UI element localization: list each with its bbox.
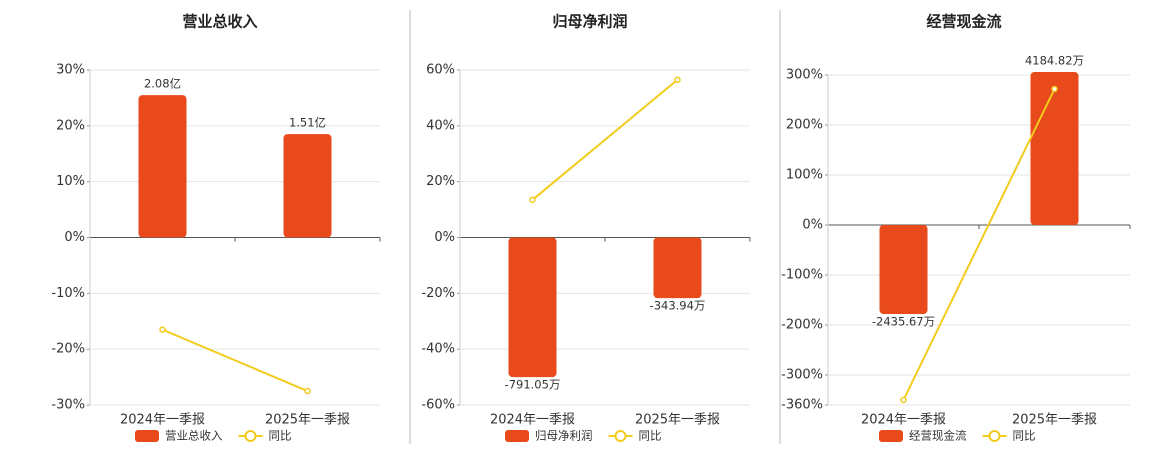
y-tick-label: 0% bbox=[434, 230, 455, 245]
y-tick-label: 20% bbox=[56, 118, 85, 133]
x-tick-label: 2024年一季报 bbox=[861, 413, 946, 428]
data-label: 1.51亿 bbox=[289, 116, 326, 130]
y-tick-label: -20% bbox=[421, 286, 455, 301]
line-point bbox=[529, 196, 536, 204]
data-label: -791.05万 bbox=[505, 378, 561, 392]
bar bbox=[138, 95, 187, 238]
y-tick-label: 30% bbox=[56, 63, 85, 78]
bar bbox=[1030, 72, 1079, 226]
y-tick-label: 0% bbox=[64, 230, 85, 245]
legend-swatch bbox=[614, 430, 627, 442]
chart-title: 归母净利润 bbox=[552, 13, 627, 31]
y-tick-label: -20% bbox=[51, 342, 85, 357]
legend-label: 同比 bbox=[269, 429, 292, 443]
y-tick-label: -60% bbox=[421, 398, 455, 413]
legend-label: 同比 bbox=[1013, 429, 1036, 443]
legend-swatch bbox=[135, 430, 159, 442]
y-tick-label: 0% bbox=[802, 218, 823, 233]
y-tick-label: -360% bbox=[781, 398, 823, 413]
y-tick-label: -30% bbox=[51, 398, 85, 413]
line bbox=[531, 79, 679, 201]
y-tick-label: 20% bbox=[426, 174, 455, 189]
line bbox=[162, 328, 308, 392]
legend-label: 经营现金流 bbox=[909, 429, 967, 443]
bar bbox=[653, 237, 702, 299]
chart-title: 营业总收入 bbox=[182, 13, 257, 31]
y-tick-label: 10% bbox=[56, 174, 85, 189]
legend-label: 营业总收入 bbox=[165, 429, 223, 443]
chart-title: 经营现金流 bbox=[926, 13, 1001, 31]
x-tick-label: 2024年一季报 bbox=[490, 413, 575, 428]
line-point bbox=[900, 396, 907, 404]
y-tick-label: -40% bbox=[421, 342, 455, 357]
legend-swatch bbox=[988, 430, 1001, 442]
y-tick-label: -300% bbox=[781, 368, 823, 383]
line-point bbox=[159, 326, 166, 333]
x-tick-label: 2025年一季报 bbox=[1012, 413, 1097, 428]
line-point bbox=[674, 76, 681, 84]
x-tick-label: 2024年一季报 bbox=[120, 413, 205, 428]
x-tick-label: 2025年一季报 bbox=[265, 413, 350, 428]
y-tick-label: 40% bbox=[426, 118, 455, 133]
legend-swatch bbox=[879, 430, 903, 442]
line-point bbox=[304, 387, 311, 395]
legend-swatch bbox=[244, 430, 257, 442]
y-tick-label: -200% bbox=[781, 318, 823, 333]
bar bbox=[879, 225, 928, 315]
bar bbox=[508, 237, 557, 378]
y-tick-label: 100% bbox=[786, 168, 823, 183]
data-label: -2435.67万 bbox=[872, 315, 935, 329]
data-label: -343.94万 bbox=[650, 299, 706, 313]
line bbox=[902, 88, 1056, 401]
legend-swatch bbox=[505, 430, 529, 442]
line-point bbox=[1051, 85, 1058, 93]
data-label: 2.08亿 bbox=[144, 77, 181, 91]
y-tick-label: -10% bbox=[51, 286, 85, 301]
bar bbox=[283, 134, 332, 238]
x-tick-label: 2025年一季报 bbox=[635, 413, 720, 428]
y-tick-label: 300% bbox=[786, 68, 823, 83]
legend-label: 归母净利润 bbox=[535, 429, 593, 443]
y-tick-label: 200% bbox=[786, 118, 823, 133]
legend-label: 同比 bbox=[639, 429, 662, 443]
y-tick-label: 60% bbox=[426, 63, 455, 78]
y-tick-label: -100% bbox=[781, 268, 823, 283]
data-label: 4184.82万 bbox=[1025, 54, 1084, 68]
